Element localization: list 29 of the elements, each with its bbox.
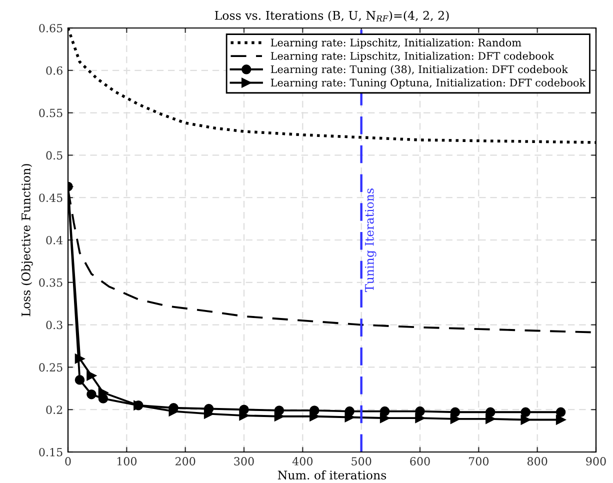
y-tick-label: 0.25 [39,363,62,372]
y-tick-label: 0.45 [39,194,62,202]
chart-title: Loss vs. Iterations (B, U, N$_{RF}$)=(4, 2, 2) [214,10,449,22]
legend-label: Learning rate: Tuning Optuna, Initialization: DFT codebook [270,78,586,89]
x-tick-label: 900 [586,457,606,466]
y-tick-label: 0.55 [39,108,62,118]
x-tick-label: 0 [65,457,71,466]
x-tick-label: 500 [352,457,372,466]
ref-line-label: Tuning Iterations [364,188,376,292]
y-tick-label: 0.15 [39,448,62,456]
x-tick-label: 100 [117,457,137,466]
y-tick-label: 0.5 [46,151,62,160]
legend-label: Learning rate: Lipschitz, Initialization: DFT codebook [270,52,554,62]
y-axis-title: Loss (Objective Function) [21,164,33,316]
y-tick-label: 0.4 [46,236,63,244]
y-tick-label: 0.65 [39,24,62,32]
y-tick-label: 0.2 [46,406,62,414]
x-tick-label: 200 [175,457,196,466]
x-tick-label: 600 [410,457,430,466]
legend-label: Learning rate: Lipschitz, Initialization: Random [270,38,522,49]
x-tick-label: 400 [292,457,313,466]
x-tick-label: 700 [468,457,489,466]
x-axis-title: Num. of iterations [278,470,386,480]
y-tick-label: 0.35 [39,278,62,287]
x-tick-label: 800 [527,457,548,466]
y-tick-label: 0.3 [46,320,62,330]
y-tick-label: 0.6 [46,66,62,75]
legend-label: Learning rate: Tuning (38), Initialization: DFT codebook [270,65,568,76]
x-tick-label: 300 [234,457,254,466]
